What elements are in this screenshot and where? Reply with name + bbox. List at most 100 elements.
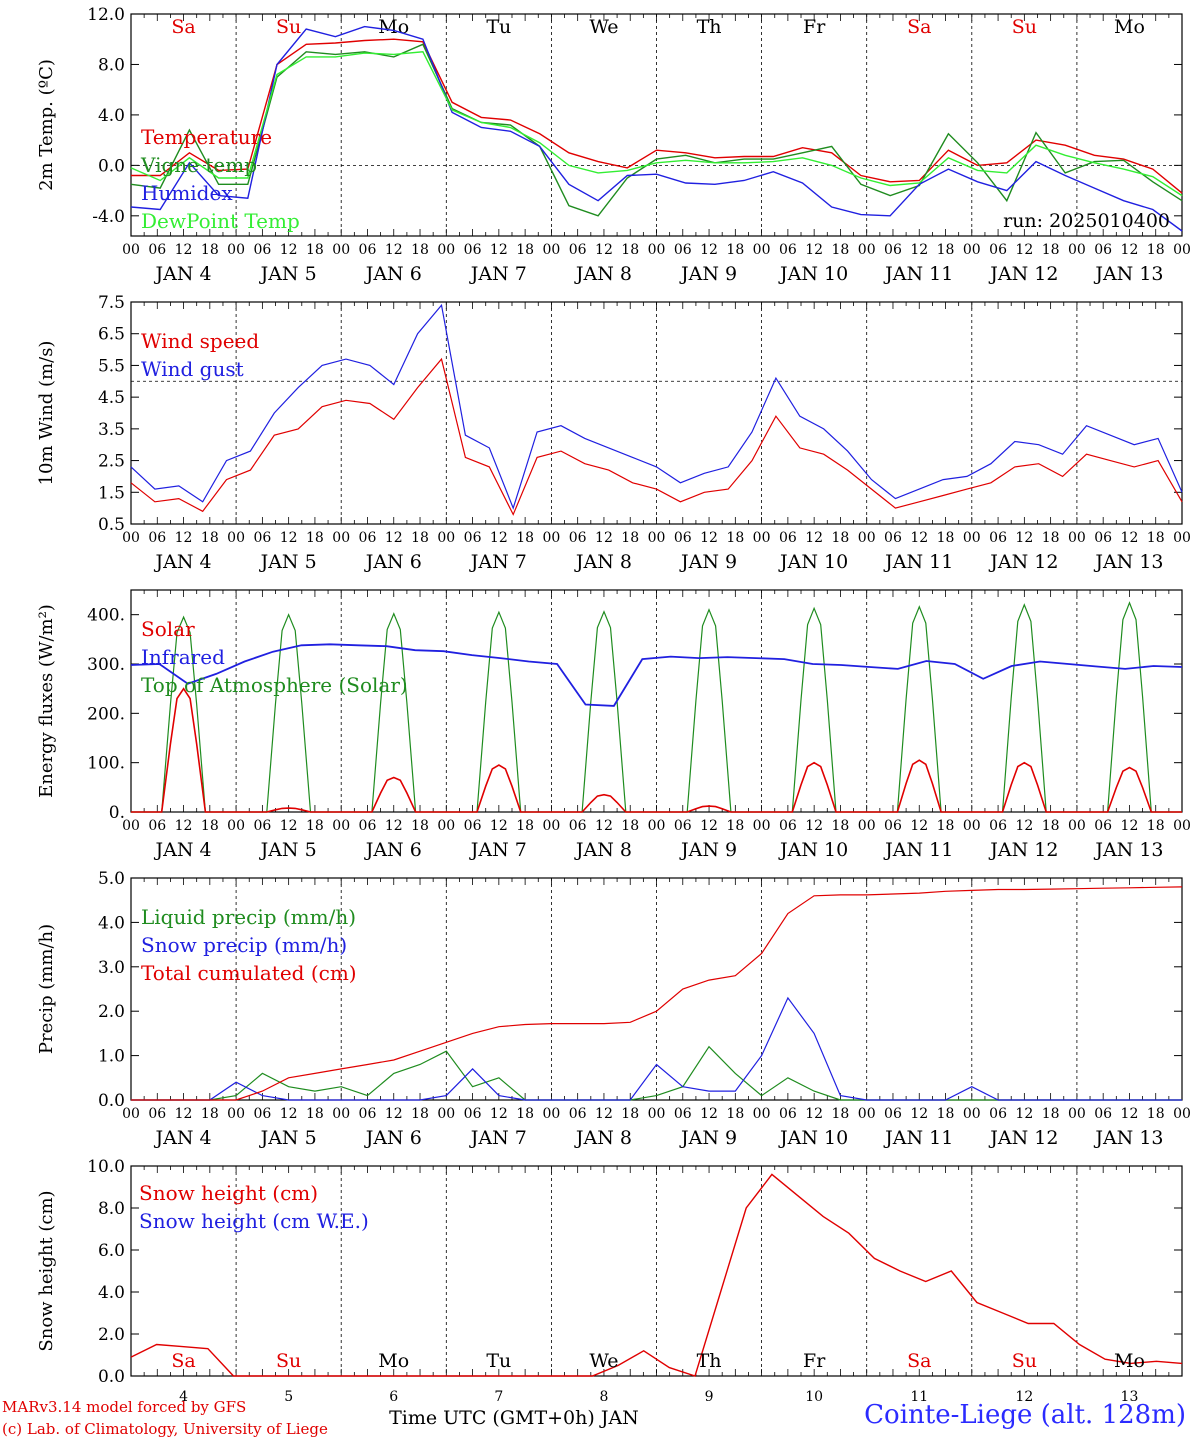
y-tick-label: 4.0 [98,106,125,126]
y-tick-label: 8.0 [98,55,125,75]
hour-label: 18 [832,818,850,834]
day-number-label: 13 [1121,1389,1139,1405]
hour-label: 12 [700,818,718,834]
hour-label: 18 [1147,818,1165,834]
hour-label: 12 [490,530,508,546]
hour-label: 00 [648,530,666,546]
hour-label: 00 [753,242,771,258]
series-line [131,687,1182,813]
run-annotation: run: 2025010400 [1003,210,1170,232]
day-label: JAN 7 [469,839,527,861]
hour-label: 06 [884,818,902,834]
weekday-label: Su [276,1350,301,1372]
y-tick-label: 4.0 [98,913,125,933]
hour-label: 06 [884,242,902,258]
hour-label: 06 [569,1106,587,1122]
hour-label: 12 [805,242,823,258]
hour-label: 00 [542,818,560,834]
y-tick-label: 2.0 [98,1002,125,1022]
hour-label: 06 [884,530,902,546]
day-label: JAN 7 [469,263,527,285]
hour-label: 00 [332,530,350,546]
hour-label: 00 [753,1106,771,1122]
hour-label: 18 [306,242,324,258]
day-label: JAN 10 [778,263,848,285]
day-number-label: 5 [284,1389,293,1405]
hour-label: 00 [227,530,245,546]
day-label: JAN 12 [988,1127,1058,1149]
hour-label: 12 [385,242,403,258]
hour-label: 06 [989,818,1007,834]
day-number-label: 10 [805,1389,823,1405]
hour-label: 12 [700,242,718,258]
hour-label: 18 [1042,818,1060,834]
hour-label: 00 [753,818,771,834]
hour-label: 06 [674,242,692,258]
hour-label: 00 [1068,818,1086,834]
day-label: JAN 13 [1093,551,1163,573]
hour-label: 06 [464,1106,482,1122]
y-tick-label: 0.0 [98,1091,125,1111]
legend-entry: Liquid precip (mm/h) [141,905,356,929]
legend-entry: Snow height (cm W.E.) [139,1209,369,1233]
hour-label: 18 [411,530,429,546]
y-tick-label: 1.5 [98,483,125,503]
hour-label: 00 [1173,242,1191,258]
hour-label: 12 [595,242,613,258]
hour-label: 12 [385,530,403,546]
day-label: JAN 10 [778,839,848,861]
hour-label: 18 [411,242,429,258]
series-line [131,886,1183,1101]
hour-label: 00 [1068,242,1086,258]
y-tick-label: 0. [109,803,125,823]
hour-label: 12 [1015,818,1033,834]
day-label: JAN 5 [259,263,317,285]
hour-label: 00 [858,818,876,834]
hour-label: 18 [621,818,639,834]
day-number-label: 12 [1015,1389,1033,1405]
hour-label: 06 [253,818,271,834]
hour-label: 00 [963,242,981,258]
hour-label: 00 [437,242,455,258]
hour-label: 18 [1147,530,1165,546]
series-line [131,996,1182,1101]
day-label: JAN 13 [1093,839,1163,861]
hour-label: 12 [910,818,928,834]
hour-label: 00 [227,242,245,258]
hour-label: 12 [1121,242,1139,258]
hour-label: 06 [569,818,587,834]
day-label: JAN 13 [1093,263,1163,285]
y-tick-label: 5.5 [98,356,125,376]
hour-label: 06 [359,242,377,258]
day-label: JAN 6 [364,839,422,861]
hour-label: 12 [910,242,928,258]
day-label: JAN 4 [154,263,212,285]
hour-label: 06 [359,530,377,546]
day-label: JAN 12 [988,839,1058,861]
hour-label: 00 [858,1106,876,1122]
hour-label: 06 [674,1106,692,1122]
legend-entry: Snow height (cm) [139,1181,318,1205]
hour-label: 06 [253,1106,271,1122]
weekday-label: Tu [486,1350,511,1372]
day-label: JAN 5 [259,551,317,573]
hour-label: 12 [175,818,193,834]
day-label: JAN 8 [574,263,632,285]
day-label: JAN 8 [574,839,632,861]
legend-entry: DewPoint Temp [141,209,300,233]
y-tick-label: 7.5 [98,293,125,313]
day-label: JAN 8 [574,551,632,573]
hour-label: 18 [306,818,324,834]
hour-label: 12 [175,530,193,546]
hour-label: 12 [1015,1106,1033,1122]
series-line [130,25,1183,232]
day-label: JAN 9 [679,839,737,861]
hour-label: 18 [306,1106,324,1122]
weekday-label: Sa [907,1350,931,1372]
series-line [130,643,1183,707]
y-tick-label: 300. [87,655,125,675]
weekday-label: Mo [378,16,409,38]
hour-label: 00 [437,1106,455,1122]
weekday-label: Su [1012,1350,1037,1372]
